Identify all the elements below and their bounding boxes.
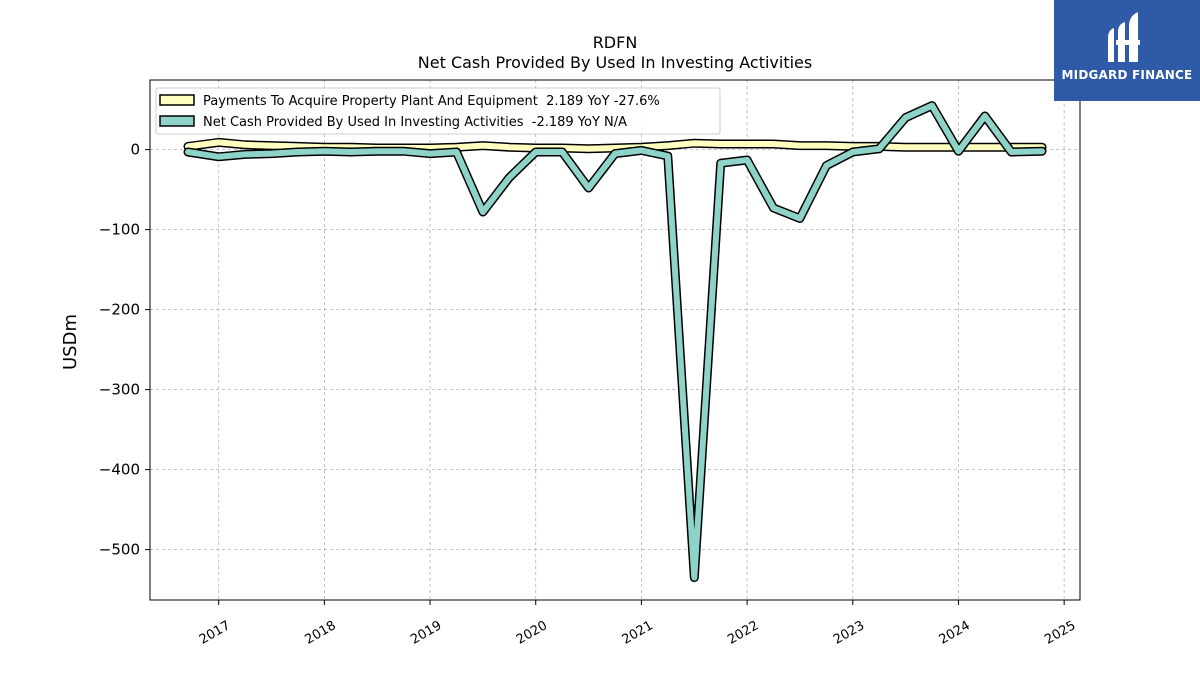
chart-subtitle: Net Cash Provided By Used In Investing A… xyxy=(418,53,812,72)
y-tick-label: −500 xyxy=(99,541,140,559)
chart-title: RDFN xyxy=(593,33,638,52)
y-tick-label: −300 xyxy=(99,381,140,399)
x-tick-label: 2020 xyxy=(514,618,550,648)
x-tick-label: 2018 xyxy=(303,618,339,648)
logo-mark-icon xyxy=(1108,12,1140,62)
y-axis: 0 −100 −200 −300 −400 −500 xyxy=(99,141,150,559)
legend-label-net-cash: Net Cash Provided By Used In Investing A… xyxy=(203,115,627,130)
legend-box xyxy=(155,87,721,135)
y-tick-label: 0 xyxy=(130,141,140,159)
series-line-net-cash-outline xyxy=(183,101,1047,583)
x-tick-label: 2025 xyxy=(1042,618,1078,648)
brand-logo: MIDGARD FINANCE xyxy=(1054,0,1200,101)
x-tick-label: 2017 xyxy=(197,618,233,648)
legend-label-capex: Payments To Acquire Property Plant And E… xyxy=(203,94,660,109)
series-layer xyxy=(183,101,1047,583)
logo-text: MIDGARD FINANCE xyxy=(1061,68,1193,82)
series-line-net-cash-stroke xyxy=(185,102,1045,581)
x-tick-label: 2021 xyxy=(620,618,656,648)
x-tick-label: 2022 xyxy=(725,618,761,648)
legend-swatch-capex xyxy=(159,94,195,106)
y-tick-label: −100 xyxy=(99,221,140,239)
x-tick-label: 2019 xyxy=(408,618,444,648)
y-tick-label: −200 xyxy=(99,301,140,319)
grid xyxy=(150,80,1080,600)
y-axis-label: USDm xyxy=(60,314,81,370)
legend-swatch-net-cash xyxy=(159,115,195,127)
series-line-net-cash xyxy=(183,101,1047,583)
x-tick-label: 2023 xyxy=(831,618,867,648)
legend: Payments To Acquire Property Plant And E… xyxy=(155,87,721,135)
x-tick-label: 2024 xyxy=(937,618,973,648)
plot-frame xyxy=(149,79,1081,601)
x-axis: 2017 2018 2019 2020 2021 2022 2023 2024 2025 xyxy=(197,600,1078,648)
y-tick-label: −400 xyxy=(99,461,140,479)
